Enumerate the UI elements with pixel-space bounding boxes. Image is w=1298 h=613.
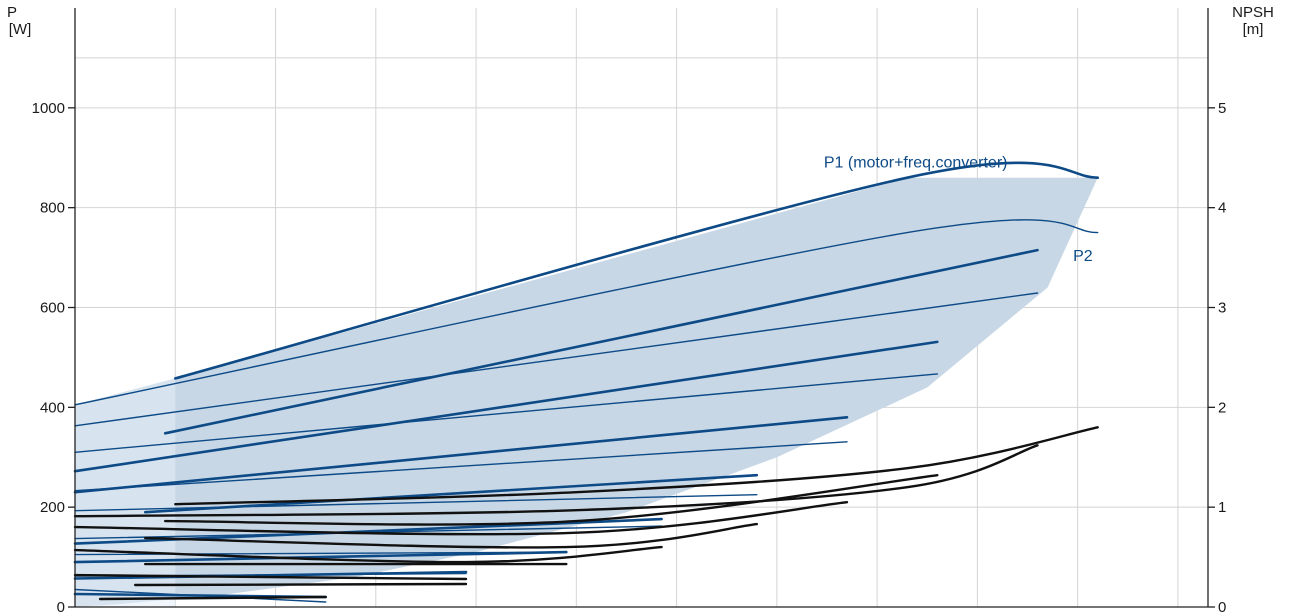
npsh-curves — [73, 426, 1099, 601]
power-curve-p2-17 — [74, 588, 327, 603]
left-tick-label: 0 — [57, 599, 65, 613]
npsh-curve-0 — [174, 426, 1099, 506]
envelope-area — [75, 177, 1098, 607]
right-tick-label: 5 — [1218, 100, 1226, 117]
left-axis-title-line2: [W] — [9, 21, 32, 38]
right-tick-label: 0 — [1218, 599, 1226, 613]
npsh-curve-7 — [73, 573, 468, 581]
left-tick-label: 200 — [40, 499, 65, 516]
annotation-p2: P2 — [1073, 248, 1093, 265]
npsh-curve-5 — [73, 545, 663, 564]
power-curve-p2-3 — [74, 292, 1039, 427]
left-tick-label: 400 — [40, 399, 65, 416]
envelope-left-shade — [75, 378, 176, 607]
operating-envelope — [75, 177, 1098, 607]
right-axis-title-line2: [m] — [1243, 21, 1264, 38]
npsh-curve-4 — [144, 522, 758, 549]
left-axis-title-line1: P — [7, 4, 17, 21]
power-curve-p2-1 — [74, 219, 1099, 406]
power-curve-p1-0 — [174, 161, 1099, 380]
left-tick-label: 800 — [40, 200, 65, 217]
npsh-curve-1 — [73, 444, 1039, 518]
power-curve-p2-5 — [74, 373, 938, 453]
npsh-curve-9 — [98, 595, 327, 601]
right-tick-label: 1 — [1218, 499, 1226, 516]
power-curve-p2-7 — [74, 441, 848, 492]
annotation-p1: P1 (motor+freq.converter) — [824, 155, 1008, 172]
left-tick-label: 1000 — [32, 100, 65, 117]
npsh-curve-2 — [164, 474, 939, 526]
power-curves — [73, 161, 1099, 603]
power-curve-p1-12 — [73, 550, 568, 564]
right-tick-label: 4 — [1218, 200, 1226, 217]
npsh-curve-3 — [73, 501, 849, 536]
power-curve-p1-4 — [73, 340, 939, 473]
left-tick-label: 600 — [40, 300, 65, 317]
right-y-ticks: 0 1 2 3 4 5 — [1208, 100, 1226, 613]
right-axis-title-line1: NPSH — [1232, 4, 1274, 21]
power-curve-p1-2 — [163, 248, 1039, 435]
left-y-ticks: 0 200 400 600 800 1000 — [32, 100, 75, 613]
power-curve-p1-6 — [73, 416, 849, 494]
right-tick-label: 3 — [1218, 300, 1226, 317]
power-curve-p2-9 — [74, 494, 758, 512]
npsh-curve-8 — [134, 582, 468, 587]
right-tick-label: 2 — [1218, 399, 1226, 416]
